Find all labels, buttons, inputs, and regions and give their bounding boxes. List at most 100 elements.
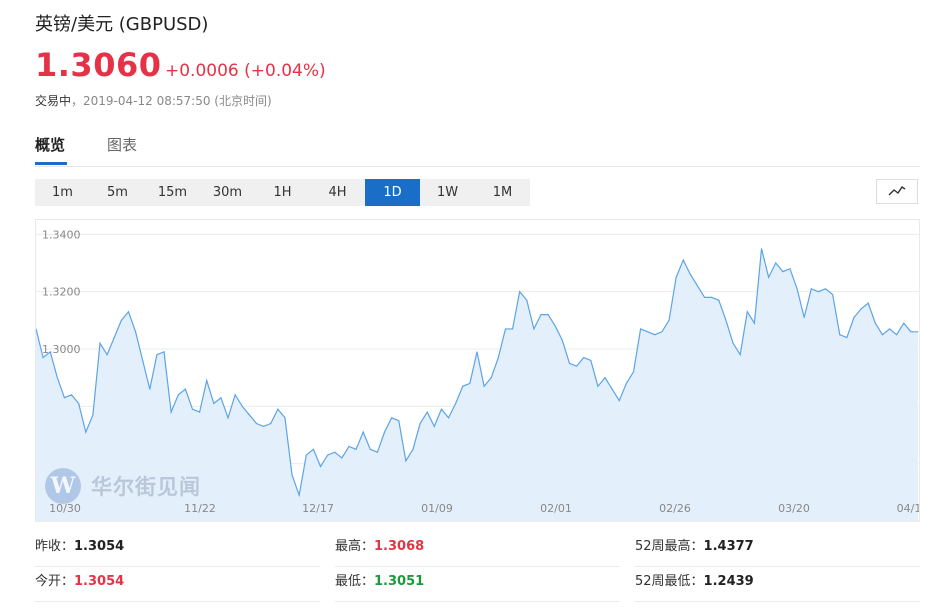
data-point <box>661 331 663 333</box>
data-point <box>376 451 379 453</box>
x-tick-label: 04/1 <box>897 502 919 515</box>
data-point <box>184 388 186 390</box>
data-point <box>625 382 627 384</box>
stat-prev-close: 昨收：1.3054 <box>35 530 124 564</box>
price-change: +0.0006 (+0.04%) <box>165 61 326 81</box>
data-point <box>917 331 919 333</box>
data-point <box>56 377 58 379</box>
interval-1d-button[interactable]: 1D <box>365 179 420 206</box>
data-point <box>113 336 115 339</box>
stat-value: 1.4377 <box>703 539 754 554</box>
watermark-text: 华尔街见闻 <box>91 474 201 499</box>
data-point <box>618 400 620 402</box>
line-chart-icon <box>888 182 906 201</box>
data-point <box>554 325 556 327</box>
page-title: 英镑/美元 (GBPUSD) <box>35 14 209 35</box>
data-point <box>419 422 421 425</box>
x-tick-label: 10/30 <box>49 502 81 515</box>
data-point <box>511 328 514 330</box>
data-point <box>455 402 457 405</box>
chart-type-toggle-button[interactable] <box>876 179 918 204</box>
tab-chart[interactable]: 图表 <box>107 136 138 154</box>
data-point <box>206 379 208 382</box>
data-point <box>611 388 613 390</box>
price-chart[interactable]: 1.34001.32001.30001.28001.26001.240010/3… <box>35 219 920 522</box>
data-point <box>540 314 542 316</box>
data-point <box>640 328 642 330</box>
x-tick-label: 12/17 <box>302 502 334 515</box>
data-point <box>839 334 841 336</box>
data-point <box>711 296 713 298</box>
active-tab-indicator <box>35 162 67 165</box>
data-point <box>99 342 101 344</box>
data-point <box>341 457 343 459</box>
data-point <box>760 248 763 250</box>
data-point <box>241 405 243 407</box>
data-point <box>874 322 876 324</box>
interval-15m-button[interactable]: 15m <box>157 185 188 200</box>
interval-5m-button[interactable]: 5m <box>107 185 128 200</box>
divider <box>35 601 320 602</box>
data-point <box>903 322 905 324</box>
data-point <box>647 331 649 333</box>
interval-1mo-button[interactable]: 1M <box>492 185 513 200</box>
data-point <box>63 397 66 399</box>
data-point <box>213 402 215 405</box>
stats-row: 昨收：1.3054 最高：1.3068 52周最高：1.4377 <box>35 530 920 564</box>
data-point <box>220 397 222 399</box>
watermark-logo-icon: W <box>45 468 81 504</box>
tab-overview[interactable]: 概览 <box>35 136 66 154</box>
data-point <box>896 334 898 336</box>
data-point <box>120 319 122 321</box>
data-point <box>483 385 485 387</box>
data-point <box>476 351 478 353</box>
stat-label: 昨收： <box>35 539 75 554</box>
data-point <box>796 288 798 290</box>
data-point <box>149 388 151 390</box>
stat-value: 1.3051 <box>374 574 425 589</box>
interval-1h-button[interactable]: 1H <box>273 185 292 200</box>
data-point <box>526 299 528 301</box>
data-point <box>803 316 805 319</box>
data-point <box>867 302 869 304</box>
data-point <box>227 417 229 419</box>
data-point <box>561 339 563 341</box>
data-point <box>163 351 165 353</box>
data-point <box>775 262 777 264</box>
interval-4h-button[interactable]: 4H <box>328 185 347 200</box>
data-point <box>519 291 521 293</box>
data-point <box>668 319 670 321</box>
data-point <box>817 291 820 293</box>
interval-1m-button[interactable]: 1m <box>52 185 73 200</box>
stat-value: 1.3068 <box>374 539 425 554</box>
data-point <box>746 311 748 313</box>
interval-1w-button[interactable]: 1W <box>436 185 459 200</box>
data-point <box>832 293 834 296</box>
data-point <box>654 334 656 336</box>
data-point <box>134 331 137 333</box>
stat-low: 最低：1.3051 <box>335 565 424 599</box>
data-point <box>85 431 87 433</box>
data-point <box>383 431 386 433</box>
stat-value: 1.3054 <box>74 539 125 554</box>
data-point <box>106 354 108 356</box>
data-point <box>675 276 677 278</box>
data-point <box>42 357 44 359</box>
data-point <box>497 357 499 359</box>
data-point <box>462 385 464 387</box>
data-point <box>298 494 300 496</box>
interval-30m-button[interactable]: 30m <box>212 185 243 200</box>
stat-high: 最高：1.3068 <box>335 530 424 564</box>
data-point <box>583 357 585 359</box>
data-point <box>490 377 492 379</box>
data-point <box>860 308 862 310</box>
data-point <box>398 420 400 422</box>
data-point <box>888 328 891 330</box>
data-point <box>732 342 734 344</box>
data-point <box>824 288 827 290</box>
divider <box>335 601 620 602</box>
stat-label: 最高： <box>335 539 375 554</box>
divider <box>635 601 920 602</box>
data-point <box>49 351 51 353</box>
data-point <box>782 271 784 273</box>
